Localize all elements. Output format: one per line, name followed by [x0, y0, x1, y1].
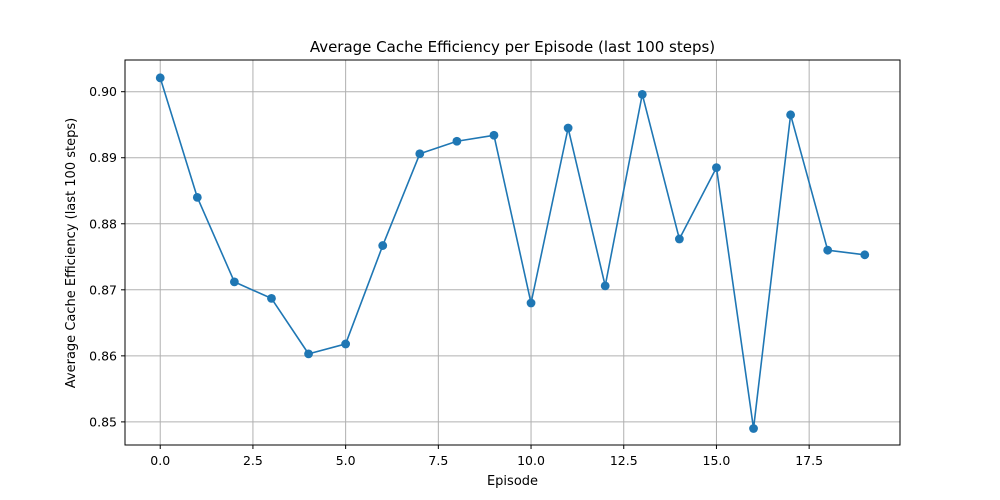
- data-point: [823, 245, 833, 255]
- y-tick-label: 0.90: [89, 84, 117, 99]
- x-tick-label: 2.5: [243, 453, 263, 468]
- grid: [125, 60, 900, 445]
- data-point: [192, 192, 202, 202]
- x-tick-label: 7.5: [428, 453, 448, 468]
- data-point: [600, 281, 610, 291]
- data-point: [786, 110, 796, 120]
- x-axis-label: Episode: [487, 474, 538, 489]
- x-tick-label: 0.0: [150, 453, 170, 468]
- data-point: [229, 277, 239, 287]
- data-point: [415, 149, 425, 159]
- y-axis-label: Average Cache Efficiency (last 100 steps…: [64, 118, 79, 388]
- y-tick-label: 0.85: [89, 414, 117, 429]
- y-tick-label: 0.86: [89, 348, 117, 363]
- data-point: [267, 294, 276, 303]
- x-tick-label: 10.0: [517, 453, 545, 468]
- data-point: [304, 349, 313, 359]
- y-tick-label: 0.89: [89, 150, 117, 165]
- data-point: [712, 163, 721, 173]
- data-point: [452, 136, 462, 146]
- data-point: [860, 250, 870, 260]
- data-point: [526, 298, 536, 308]
- data-point: [489, 130, 499, 140]
- data-point: [749, 424, 758, 433]
- data-point: [563, 123, 573, 133]
- data-point: [674, 234, 684, 244]
- y-tick-label: 0.88: [89, 216, 117, 231]
- data-series: [155, 73, 870, 433]
- x-tick-label: 17.5: [795, 453, 823, 468]
- y-axis-ticks: 0.85 0.86 0.87 0.88 0.89 0.90: [89, 84, 125, 429]
- x-axis-ticks: 0.0 2.5 5.0 7.5 10.0 12.5 15.0 17.5: [150, 445, 823, 468]
- series-line: [159, 77, 865, 430]
- data-point: [637, 89, 647, 99]
- plot-frame: [124, 59, 901, 446]
- data-point: [378, 241, 388, 250]
- x-tick-label: 5.0: [336, 453, 356, 468]
- x-tick-label: 12.5: [610, 453, 638, 468]
- x-tick-label: 15.0: [703, 453, 731, 468]
- data-point: [341, 339, 351, 349]
- data-point: [155, 73, 165, 83]
- y-tick-label: 0.87: [89, 282, 117, 297]
- chart-title: Average Cache Efficiency per Episode (la…: [310, 38, 715, 56]
